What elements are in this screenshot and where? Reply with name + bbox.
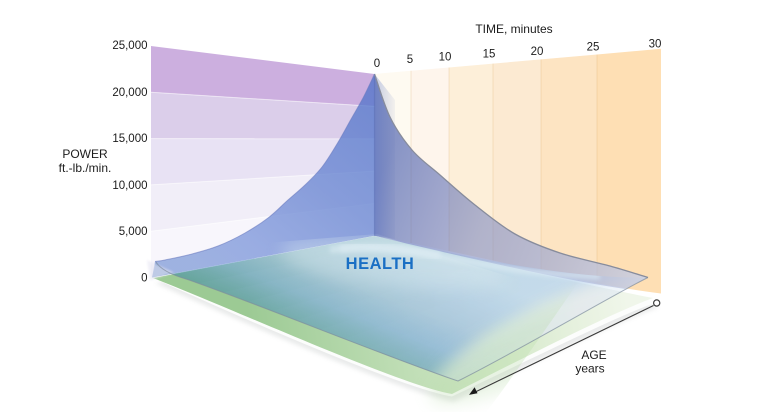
svg-text:0: 0 [374,58,380,70]
svg-text:20: 20 [531,46,544,58]
svg-text:25,000: 25,000 [112,40,147,52]
svg-text:10: 10 [439,52,452,64]
svg-text:years: years [575,362,604,376]
svg-text:30: 30 [649,39,662,51]
svg-text:5,000: 5,000 [119,226,148,238]
svg-text:5: 5 [407,54,413,66]
svg-text:AGE: AGE [581,348,606,362]
svg-text:20,000: 20,000 [112,87,147,99]
svg-text:TIME, minutes: TIME, minutes [475,22,552,36]
svg-text:25: 25 [587,42,600,54]
svg-text:15,000: 15,000 [112,133,147,145]
svg-text:ft.-lb./min.: ft.-lb./min. [59,161,112,175]
svg-text:HEALTH: HEALTH [346,255,415,273]
svg-text:POWER: POWER [62,147,108,161]
svg-text:15: 15 [483,49,496,61]
svg-text:0: 0 [141,273,147,285]
svg-text:10,000: 10,000 [112,180,147,192]
